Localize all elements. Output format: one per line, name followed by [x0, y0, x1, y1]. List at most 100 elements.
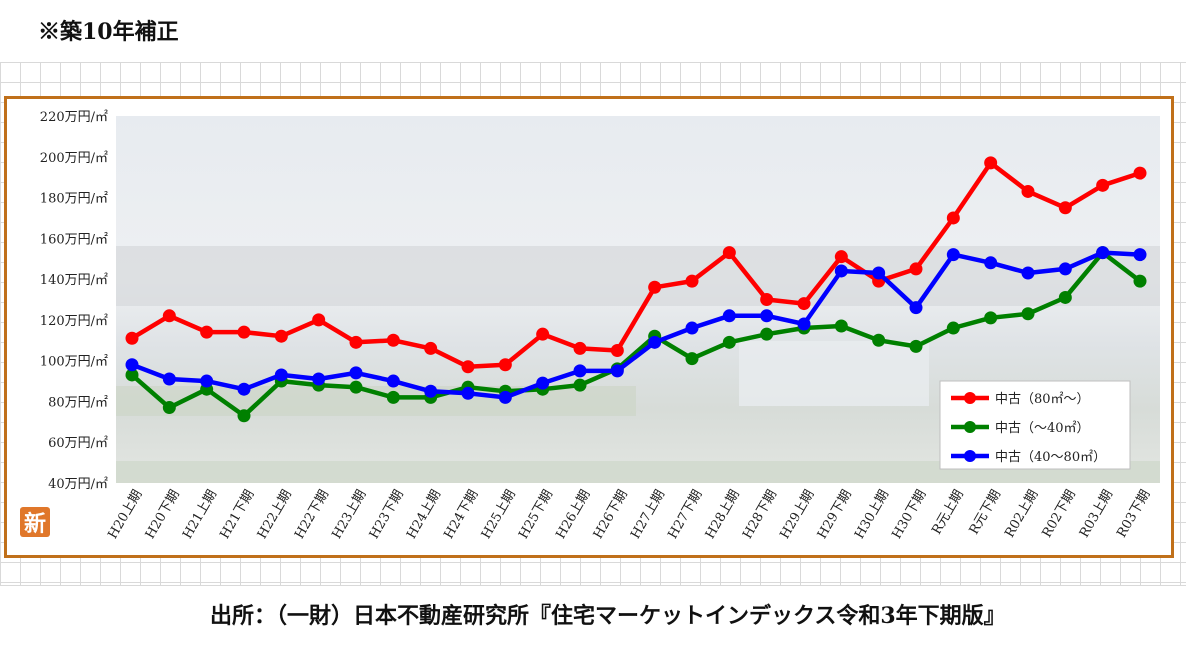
data-point [386, 333, 400, 347]
y-tick-label: 160万円/㎡ [40, 232, 108, 247]
data-point [237, 382, 251, 396]
data-point [834, 319, 848, 333]
y-tick-label: 40万円/㎡ [48, 477, 108, 492]
data-point [349, 366, 363, 380]
data-point [1096, 178, 1110, 192]
data-point [760, 309, 774, 323]
data-point [349, 335, 363, 349]
x-tick-label: H27上期 [628, 488, 668, 542]
x-tick-label: H28下期 [740, 488, 780, 542]
data-point [648, 280, 662, 294]
data-point [909, 301, 923, 315]
data-point [834, 250, 848, 264]
x-tick-label: H21下期 [218, 488, 258, 542]
data-point [312, 313, 326, 327]
y-tick-label: 180万円/㎡ [40, 192, 108, 207]
data-point [125, 368, 139, 382]
legend-swatch-marker [964, 421, 976, 433]
legend-label: 中古（80㎡～） [995, 392, 1090, 407]
line-chart: 40万円/㎡ 60万円/㎡ 80万円/㎡ 100万円/㎡ 120万円/㎡ 140万円/㎡ 1… [40, 110, 1160, 542]
data-point [237, 409, 251, 423]
legend-swatch-marker [964, 392, 976, 404]
data-point [1058, 201, 1072, 215]
data-point [722, 309, 736, 323]
y-tick-label: 140万円/㎡ [40, 273, 108, 288]
data-point [274, 329, 288, 343]
x-tick-label: H21上期 [180, 488, 220, 542]
x-tick-label: H22下期 [292, 488, 332, 542]
data-point [536, 327, 550, 341]
x-tick-label: H27下期 [666, 488, 706, 542]
data-point [386, 374, 400, 388]
x-tick-label: H24下期 [442, 488, 482, 542]
data-point [573, 378, 587, 392]
data-point [162, 401, 176, 415]
data-point [498, 358, 512, 372]
y-tick-label: 220万円/㎡ [40, 110, 108, 125]
data-point [946, 248, 960, 262]
y-tick-label: 60万円/㎡ [48, 436, 108, 451]
data-point [760, 327, 774, 341]
data-point [1096, 246, 1110, 260]
data-point [162, 309, 176, 323]
data-point [984, 256, 998, 270]
x-tick-label: H25下期 [516, 488, 556, 542]
data-point [797, 297, 811, 311]
x-tick-label: R元上期 [929, 488, 966, 538]
data-point [909, 262, 923, 276]
data-point [1133, 248, 1147, 262]
x-tick-label: H29下期 [815, 488, 855, 542]
data-point [685, 321, 699, 335]
chart-note: ※築10年補正 [38, 19, 179, 45]
legend-item: 中古（～40㎡） [951, 421, 1090, 436]
data-point [722, 335, 736, 349]
y-tick-label: 200万円/㎡ [40, 151, 108, 166]
legend: 中古（80㎡～） 中古（～40㎡） 中古（40～80㎡） [939, 380, 1131, 470]
data-point [872, 266, 886, 280]
y-axis: 40万円/㎡ 60万円/㎡ 80万円/㎡ 100万円/㎡ 120万円/㎡ 140万円/㎡ 1… [40, 110, 108, 492]
data-point [984, 156, 998, 170]
data-point [1021, 184, 1035, 198]
x-tick-label: R02上期 [1002, 488, 1041, 541]
legend-label: 中古（40～80㎡） [995, 450, 1106, 465]
data-point [498, 390, 512, 404]
data-point [984, 311, 998, 325]
data-point [461, 360, 475, 374]
data-point [237, 325, 251, 339]
data-point [610, 364, 624, 378]
x-tick-label: R03下期 [1114, 488, 1153, 541]
data-point [1021, 266, 1035, 280]
x-tick-label: H28上期 [703, 488, 743, 542]
data-point [1021, 307, 1035, 321]
series-1 [125, 156, 1147, 374]
data-point [872, 333, 886, 347]
data-point [274, 368, 288, 382]
data-point [312, 372, 326, 386]
y-tick-label: 80万円/㎡ [48, 395, 108, 410]
x-tick-label: H30上期 [852, 488, 892, 542]
x-tick-label: H25上期 [479, 488, 519, 542]
x-tick-label: H29上期 [778, 488, 818, 542]
data-point [610, 343, 624, 357]
series-line [129, 250, 1143, 418]
data-point [685, 352, 699, 366]
x-tick-label: H30下期 [890, 488, 930, 542]
data-point [125, 331, 139, 345]
source-citation: 出所：（一財）日本不動産研究所『住宅マーケットインデックス令和3年下期版』 [210, 603, 1006, 629]
data-point [573, 364, 587, 378]
x-tick-label: H20上期 [106, 488, 146, 542]
x-tick-label: R02下期 [1040, 488, 1079, 541]
data-point [125, 358, 139, 372]
data-point [424, 384, 438, 398]
data-point [386, 390, 400, 404]
x-tick-label: H23下期 [367, 488, 407, 542]
data-point [1133, 166, 1147, 180]
series-layer [125, 156, 1147, 423]
data-point [573, 341, 587, 355]
x-tick-label: R03上期 [1077, 488, 1116, 541]
data-point [1058, 262, 1072, 276]
series-3 [125, 246, 1147, 404]
data-point [1133, 274, 1147, 288]
data-point [461, 386, 475, 400]
x-axis: H20上期H20下期H21上期H21下期H22上期H22下期H23上期H23下期… [106, 488, 1154, 542]
